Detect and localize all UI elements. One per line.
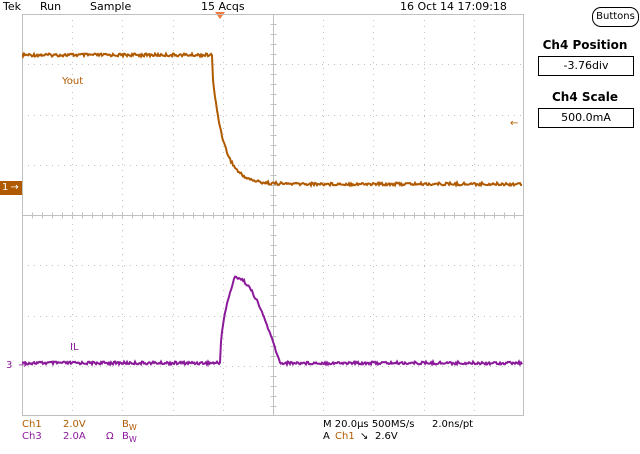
ch1-scale: 2.0V <box>63 419 86 430</box>
ch3-bw-letter: B <box>122 431 129 442</box>
ch4-position-value[interactable]: -3.76div <box>538 56 634 76</box>
brand-label: Tek <box>3 0 21 13</box>
buttons-button[interactable]: Buttons <box>592 7 639 27</box>
status-bar: Tek Run Sample 15 Acqs 16 Oct 14 17:09:1… <box>0 0 530 14</box>
run-state: Run <box>40 0 62 13</box>
ch1-bw-letter: B <box>122 419 129 430</box>
trigger-level-marker[interactable]: ← <box>510 118 519 129</box>
ch1-bandwidth-limit: BW <box>122 419 137 432</box>
trigger-position-marker[interactable] <box>215 12 225 19</box>
date-time: 16 Oct 14 17:09:18 <box>400 0 507 13</box>
timebase-readout: M 20.0µs 500MS/s <box>323 419 415 430</box>
waveform-display: Yout IL <box>22 14 524 416</box>
il-trace <box>22 275 523 368</box>
sample-interval: 2.0ns/pt <box>432 419 474 430</box>
ch3-bandwidth-limit: BW <box>122 431 137 444</box>
trigger-label: A <box>323 431 330 442</box>
ch3-name: Ch3 <box>22 431 42 442</box>
ch4-position-title: Ch4 Position <box>542 38 628 52</box>
ch4-scale-value[interactable]: 500.0mA <box>538 108 634 128</box>
ch3-bw-sub: W <box>128 435 137 444</box>
acquisition-count: 15 Acqs <box>201 0 245 13</box>
il-trace-label: IL <box>70 342 79 353</box>
vout-trace-label: Yout <box>62 76 84 87</box>
trigger-source: Ch1 <box>335 431 355 442</box>
ch1-bw-sub: W <box>128 423 137 432</box>
acquisition-mode: Sample <box>90 0 132 13</box>
readout-bar: Ch1 2.0V BW Ch3 2.0A Ω BW M 20.0µs 500MS… <box>0 416 530 454</box>
ch3-marker-label: 3 <box>6 360 13 371</box>
ch1-name: Ch1 <box>22 419 42 430</box>
trigger-level: 2.6V <box>375 431 398 442</box>
ch1-ground-marker[interactable]: 1 → <box>0 181 22 195</box>
trigger-slope-icon: ↘ <box>360 431 369 442</box>
ch4-scale-title: Ch4 Scale <box>552 90 618 104</box>
ch3-ground-marker[interactable]: 3 → <box>0 359 27 373</box>
side-menu: Buttons Ch4 Position -3.76div Ch4 Scale … <box>530 0 640 454</box>
ch1-marker-label: 1 <box>2 182 9 193</box>
vout-trace <box>22 51 522 188</box>
ch3-termination: Ω <box>106 431 114 442</box>
graticule-svg <box>22 14 524 416</box>
ch3-scale: 2.0A <box>63 431 86 442</box>
